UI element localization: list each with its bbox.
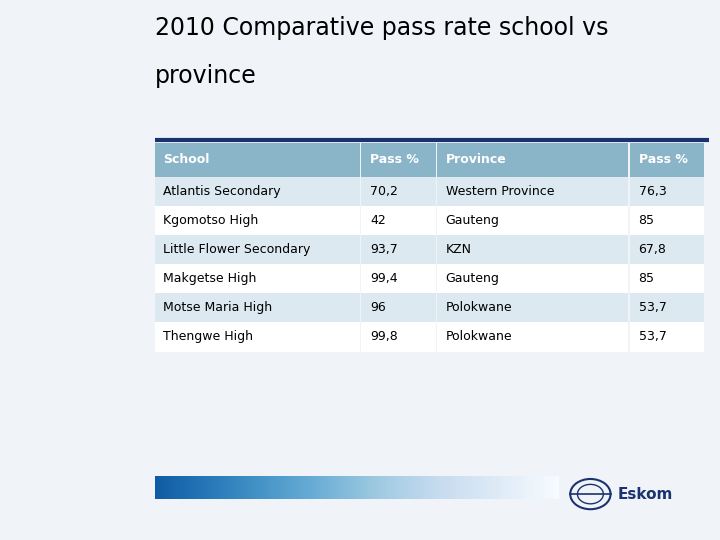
Text: Atlantis Secondary: Atlantis Secondary — [163, 185, 281, 198]
Text: Pass %: Pass % — [639, 153, 688, 166]
Text: Western Province: Western Province — [446, 185, 554, 198]
Text: Makgetse High: Makgetse High — [163, 272, 257, 285]
Bar — [630, 293, 704, 322]
Bar — [437, 235, 629, 264]
Bar — [437, 293, 629, 322]
Text: 53,7: 53,7 — [639, 301, 667, 314]
Bar — [361, 206, 436, 235]
Text: 93,7: 93,7 — [370, 243, 397, 256]
Text: 70,2: 70,2 — [370, 185, 398, 198]
Text: Thengwe High: Thengwe High — [163, 330, 253, 343]
Text: School: School — [163, 153, 210, 166]
Text: 99,4: 99,4 — [370, 272, 397, 285]
Bar — [630, 143, 704, 177]
Text: 2010 Comparative pass rate school vs: 2010 Comparative pass rate school vs — [155, 16, 608, 40]
Text: 85: 85 — [639, 272, 654, 285]
Bar — [630, 235, 704, 264]
Bar — [361, 143, 436, 177]
Bar — [361, 322, 436, 352]
Bar — [630, 206, 704, 235]
Text: Motse Maria High: Motse Maria High — [163, 301, 273, 314]
Text: 67,8: 67,8 — [639, 243, 667, 256]
Bar — [630, 177, 704, 206]
Bar — [630, 264, 704, 293]
Text: Eskom: Eskom — [618, 487, 673, 502]
Text: Pass %: Pass % — [370, 153, 419, 166]
Text: Gauteng: Gauteng — [446, 272, 500, 285]
Text: 53,7: 53,7 — [639, 330, 667, 343]
Bar — [361, 293, 436, 322]
Text: province: province — [155, 64, 256, 87]
Bar — [155, 293, 360, 322]
Text: Province: Province — [446, 153, 506, 166]
Text: Gauteng: Gauteng — [446, 214, 500, 227]
Text: Little Flower Secondary: Little Flower Secondary — [163, 243, 311, 256]
Bar — [155, 143, 360, 177]
Bar — [437, 143, 629, 177]
Bar — [437, 322, 629, 352]
Text: Polokwane: Polokwane — [446, 301, 513, 314]
Bar — [437, 264, 629, 293]
Bar — [155, 206, 360, 235]
Bar — [155, 177, 360, 206]
Bar — [630, 322, 704, 352]
Text: 99,8: 99,8 — [370, 330, 397, 343]
Bar — [437, 206, 629, 235]
Bar — [155, 264, 360, 293]
Text: 76,3: 76,3 — [639, 185, 666, 198]
Text: 42: 42 — [370, 214, 386, 227]
Text: 96: 96 — [370, 301, 386, 314]
Bar — [361, 177, 436, 206]
Text: Kgomotso High: Kgomotso High — [163, 214, 258, 227]
Bar — [155, 322, 360, 352]
Text: 85: 85 — [639, 214, 654, 227]
Text: Polokwane: Polokwane — [446, 330, 513, 343]
Bar — [361, 235, 436, 264]
Bar — [155, 235, 360, 264]
Bar — [361, 264, 436, 293]
Text: KZN: KZN — [446, 243, 472, 256]
Bar — [437, 177, 629, 206]
